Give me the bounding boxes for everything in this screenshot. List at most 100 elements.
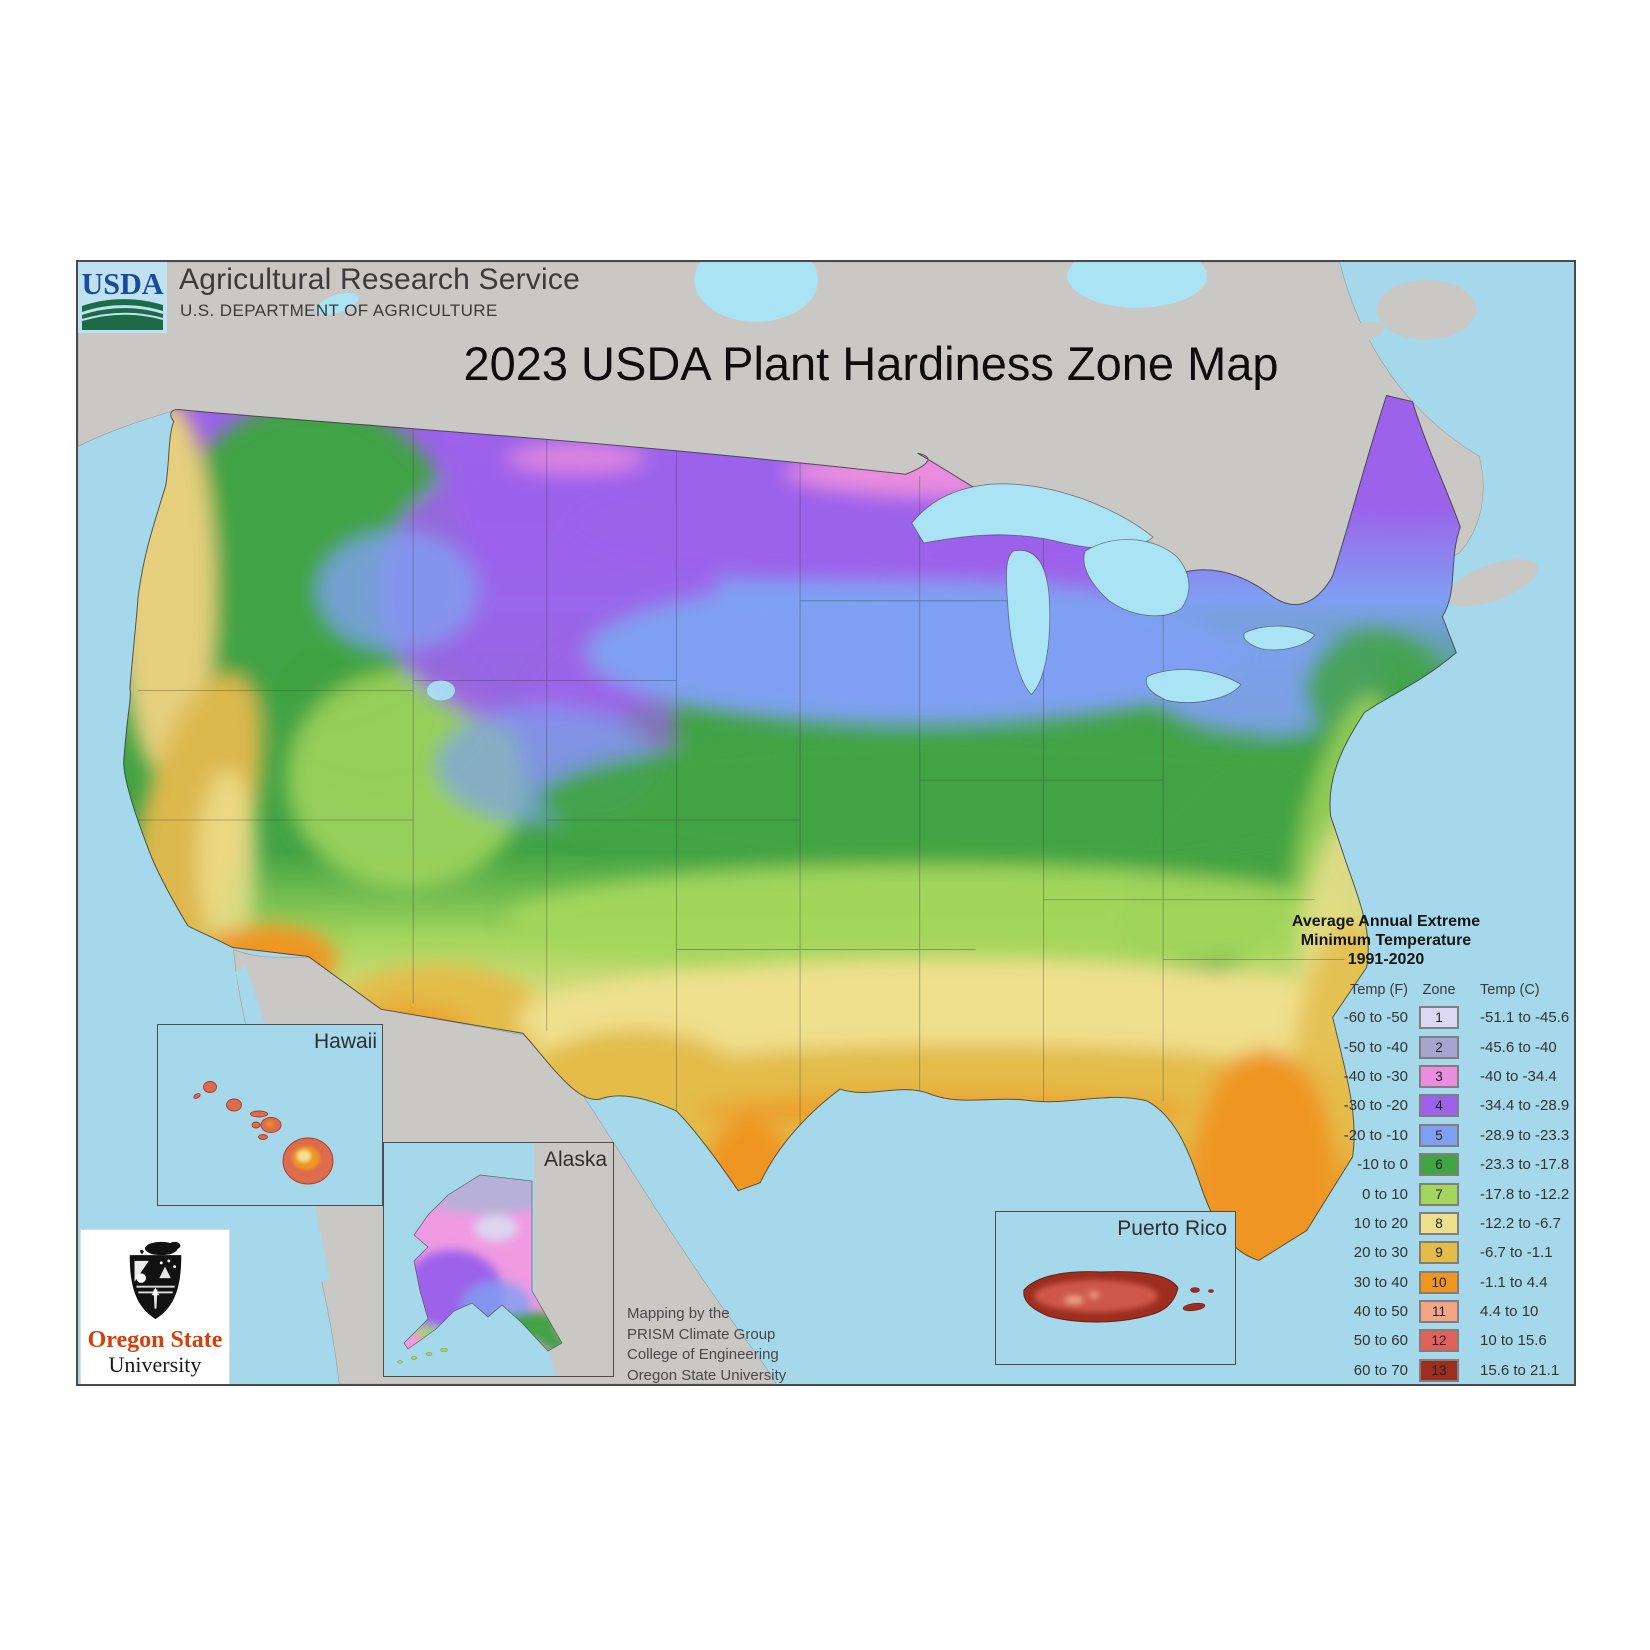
map-title: 2023 USDA Plant Hardiness Zone Map (463, 337, 1279, 390)
legend-title-line1: Average Annual Extreme (1291, 913, 1481, 930)
canadian-lake (316, 292, 359, 315)
legend-temp-c: -45.6 to -40 (1480, 1038, 1557, 1056)
zone-number: 7 (1435, 1186, 1443, 1202)
legend-col-temp-c: Temp (C) (1480, 982, 1540, 998)
legend-temp-f: -10 to 0 (1357, 1156, 1408, 1174)
legend-col-zone: Zone (1422, 982, 1456, 998)
alaska-inset: Alaska (383, 1142, 614, 1377)
usda-logo: USDA (78, 262, 167, 333)
legend: Average Annual Extreme Minimum Temperatu… (1266, 912, 1574, 1384)
legend-temp-c: -28.9 to -23.3 (1480, 1126, 1570, 1144)
agency-name: Agricultural Research Service (179, 263, 580, 296)
hawaii-label: Hawaii (313, 1030, 377, 1053)
osu-logo: Oregon State University (80, 1229, 230, 1384)
svg-text:USDA: USDA (82, 266, 165, 301)
zone-swatch: 2 (1419, 1035, 1459, 1059)
zone-number: 10 (1431, 1274, 1447, 1290)
credit-line: PRISM Climate Group (627, 1325, 776, 1343)
legend-row: 0 to 10 7 -17.8 to -12.2 (1266, 1179, 1574, 1208)
puerto-rico-inset: Puerto Rico (995, 1211, 1236, 1365)
legend-row: -30 to -20 4 -34.4 to -28.9 (1266, 1091, 1574, 1120)
map-frame: USDA Agricultural Research Service U.S. … (76, 260, 1576, 1386)
great-lakes (427, 483, 1316, 703)
great-salt-lake (427, 680, 455, 701)
alaska-label: Alaska (543, 1148, 607, 1171)
zone-swatch: 6 (1419, 1153, 1459, 1177)
zone-number: 5 (1435, 1127, 1443, 1143)
legend-temp-f: 60 to 70 (1353, 1361, 1408, 1379)
osu-crest-icon (129, 1241, 181, 1320)
legend-temp-f: -60 to -50 (1343, 1009, 1408, 1027)
legend-col-temp-f: Temp (F) (1350, 982, 1408, 998)
legend-temp-f: -40 to -30 (1343, 1067, 1408, 1085)
legend-temp-c: -12.2 to -6.7 (1480, 1214, 1561, 1232)
credit-line: Mapping by the (627, 1305, 730, 1322)
legend-rows: -60 to -50 1 -51.1 to -45.6 -50 to -40 2 -45.… (1266, 1003, 1574, 1384)
prism-credits: Mapping by the PRISM Climate Group Colle… (627, 1304, 786, 1384)
legend-temp-f: 0 to 10 (1362, 1185, 1408, 1203)
legend-temp-c: -40 to -34.4 (1480, 1067, 1557, 1085)
zone-number: 4 (1435, 1098, 1443, 1114)
legend-temp-f: 20 to 30 (1353, 1244, 1408, 1262)
legend-temp-c: 4.4 to 10 (1480, 1303, 1539, 1321)
legend-temp-c: -51.1 to -45.6 (1480, 1009, 1570, 1027)
legend-temp-f: -20 to -10 (1343, 1126, 1408, 1144)
zone-number: 13 (1431, 1362, 1447, 1378)
legend-temp-f: 50 to 60 (1353, 1332, 1408, 1350)
legend-temp-f: 10 to 20 (1353, 1214, 1408, 1232)
zone-swatch: 13 (1419, 1358, 1459, 1382)
legend-row: -50 to -40 2 -45.6 to -40 (1266, 1032, 1574, 1061)
zone-number: 2 (1435, 1039, 1443, 1055)
zone-number: 11 (1431, 1304, 1446, 1320)
legend-temp-c: -23.3 to -17.8 (1480, 1156, 1570, 1174)
hawaii-map (158, 1025, 382, 1205)
legend-title-line2: Minimum Temperature (1300, 932, 1472, 949)
legend-row: -40 to -30 3 -40 to -34.4 (1266, 1062, 1574, 1091)
lake-ontario (1243, 625, 1316, 651)
legend-row: 20 to 30 9 -6.7 to -1.1 (1266, 1238, 1574, 1267)
hawaii-inset: Hawaii (157, 1024, 383, 1206)
lake-superior (911, 483, 1154, 550)
zone-swatch: 11 (1419, 1300, 1459, 1324)
legend-row: 10 to 20 8 -12.2 to -6.7 (1266, 1209, 1574, 1238)
legend-row: 40 to 50 11 4.4 to 10 (1266, 1297, 1574, 1326)
lake-michigan (1006, 549, 1051, 696)
anticosti-island (1344, 322, 1385, 342)
credit-line: College of Engineering (627, 1346, 779, 1363)
zone-number: 12 (1431, 1333, 1447, 1349)
legend-row: -20 to -10 5 -28.9 to -23.3 (1266, 1121, 1574, 1150)
legend-row: 50 to 60 12 10 to 15.6 (1266, 1326, 1574, 1355)
nova-scotia (1446, 559, 1538, 607)
zone-number: 3 (1435, 1068, 1443, 1084)
lake-erie (1145, 669, 1242, 703)
legend-temp-c: -34.4 to -28.9 (1480, 1097, 1570, 1115)
hudson-bay (694, 262, 819, 322)
zone-swatch: 1 (1419, 1006, 1459, 1030)
legend-temp-c: -1.1 to 4.4 (1480, 1273, 1548, 1291)
puerto-rico-label: Puerto Rico (1117, 1217, 1227, 1240)
zone-number: 8 (1435, 1215, 1443, 1231)
zone-swatch: 4 (1419, 1094, 1459, 1118)
legend-temp-c: -6.7 to -1.1 (1480, 1244, 1553, 1262)
puerto-rico-map (996, 1212, 1235, 1364)
vancouver-island (86, 349, 166, 398)
legend-temp-f: 40 to 50 (1353, 1303, 1408, 1321)
legend-temp-f: -30 to -20 (1343, 1097, 1408, 1115)
zone-swatch: 9 (1419, 1241, 1459, 1265)
legend-row: 60 to 70 13 15.6 to 21.1 (1266, 1356, 1574, 1384)
legend-row: 30 to 40 10 -1.1 to 4.4 (1266, 1268, 1574, 1297)
james-bay (1067, 262, 1207, 308)
legend-title-line3: 1991-2020 (1347, 951, 1425, 968)
zone-swatch: 3 (1419, 1064, 1459, 1088)
osu-university: University (108, 1352, 202, 1377)
legend-header: Temp (F) Zone Temp (C) (1266, 980, 1574, 1000)
zone-number: 1 (1435, 1010, 1443, 1026)
state-borders (137, 421, 1345, 1139)
alaska-map (384, 1143, 613, 1376)
zone-swatch: 12 (1419, 1329, 1459, 1353)
newfoundland (1376, 279, 1477, 340)
legend-temp-f: 30 to 40 (1353, 1273, 1408, 1291)
zone-number: 9 (1435, 1245, 1443, 1261)
legend-temp-c: 15.6 to 21.1 (1480, 1361, 1560, 1379)
legend-temp-f: -50 to -40 (1343, 1038, 1408, 1056)
